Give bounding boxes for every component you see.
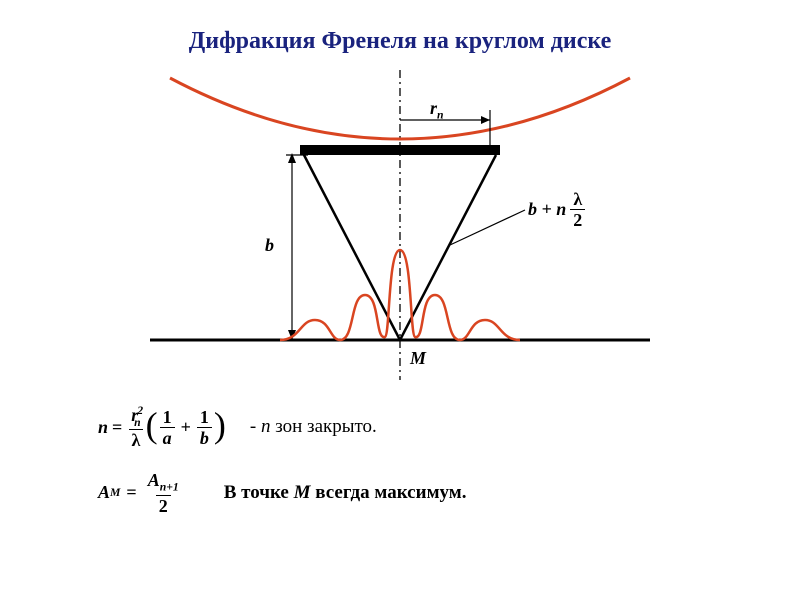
bn-label: b + n λ 2 bbox=[528, 190, 587, 229]
m-label: M bbox=[410, 348, 426, 369]
formula-1-row: n = r2n λ ( 1 a + 1 b ) - n зон закрыто. bbox=[98, 405, 698, 449]
disk bbox=[300, 145, 500, 155]
formula-2-row: AM = An+1 2 В точке M всегда максимум. bbox=[98, 471, 698, 514]
b-label: b bbox=[265, 235, 274, 256]
bn-pointer bbox=[450, 210, 525, 245]
rn-label: rn bbox=[430, 98, 444, 122]
formula-1: n = r2n λ ( 1 a + 1 b ) bbox=[98, 405, 226, 449]
diagram-svg bbox=[130, 70, 670, 380]
page-title: Дифракция Френеля на круглом диске bbox=[0, 28, 800, 55]
rn-arrowhead bbox=[481, 116, 490, 124]
fresnel-diagram: rn b b + n λ 2 M bbox=[130, 70, 670, 370]
cone-left bbox=[304, 155, 400, 340]
cone-right bbox=[400, 155, 496, 340]
formula-2-desc: В точке M всегда максимум. bbox=[224, 482, 467, 504]
formula-area: n = r2n λ ( 1 a + 1 b ) - n зон закрыто. bbox=[98, 405, 698, 537]
formula-1-desc: - n зон закрыто. bbox=[250, 416, 377, 438]
formula-2: AM = An+1 2 bbox=[98, 471, 184, 514]
